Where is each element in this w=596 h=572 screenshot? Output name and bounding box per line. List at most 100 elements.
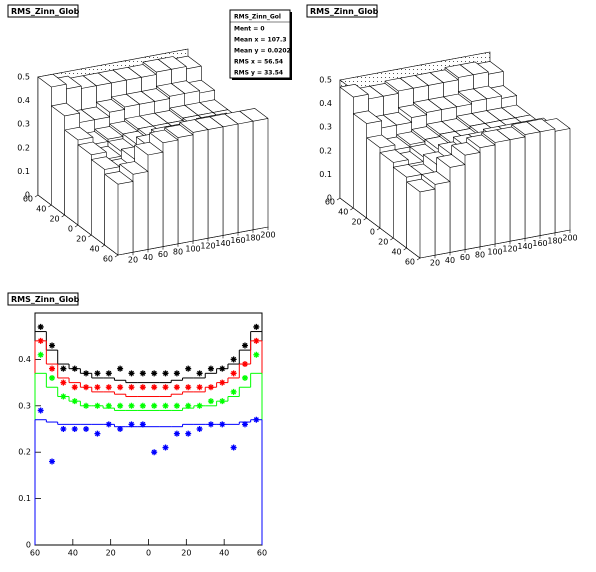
star-marker xyxy=(253,337,260,344)
star-marker xyxy=(253,351,260,358)
y-tick xyxy=(88,234,92,238)
star-marker xyxy=(207,421,214,428)
star-marker xyxy=(105,402,112,409)
x-tick-label: 180 xyxy=(245,233,260,242)
z-tick-label: 0.4 xyxy=(319,99,332,108)
z-tick-label: 0.3 xyxy=(319,123,332,132)
z-tick-label: 0.4 xyxy=(17,96,30,105)
x-tick-label: 40 xyxy=(143,253,153,262)
z-tick-label: 0.5 xyxy=(319,76,332,85)
y-tick xyxy=(350,207,354,211)
star-marker xyxy=(37,337,44,344)
y-tick-label: 60 xyxy=(325,198,335,207)
y-tick-label: 0 xyxy=(68,225,73,234)
star-marker xyxy=(83,370,90,377)
star-marker xyxy=(139,402,146,409)
star-marker xyxy=(94,430,101,437)
y-tick xyxy=(390,237,394,241)
y-tick xyxy=(376,227,381,231)
stats-entry: Mean x = 107.3 xyxy=(234,37,287,44)
x-tick-label: 20 xyxy=(181,549,191,558)
z-tick-label: 0.2 xyxy=(319,146,332,155)
y-tick-label: 0 xyxy=(370,228,375,237)
star-marker xyxy=(105,384,112,391)
x-tick-label: 40 xyxy=(445,256,455,265)
y-tick xyxy=(34,194,39,198)
title-box xyxy=(7,4,79,18)
y-tick-label: 0.3 xyxy=(18,401,31,410)
x-tick-label: 140 xyxy=(215,239,230,248)
star-marker xyxy=(230,356,237,363)
stats-entry: Ment = 0 xyxy=(234,26,265,33)
star-marker xyxy=(49,365,56,372)
y-tick-label: 20 xyxy=(351,218,361,227)
star-marker xyxy=(162,402,169,409)
star-marker xyxy=(37,351,44,358)
x-tick-label: 80 xyxy=(475,250,485,259)
star-marker xyxy=(105,421,112,428)
x-tick-label: 120 xyxy=(200,242,215,251)
z-tick-label: 0.1 xyxy=(319,170,332,179)
x-tick-label: 80 xyxy=(173,247,183,256)
x-tick-label: 20 xyxy=(430,259,440,268)
x-tick-label: 180 xyxy=(547,236,562,245)
star-marker xyxy=(94,370,101,377)
y-tick xyxy=(61,214,65,218)
y-tick-label: 40 xyxy=(89,245,99,254)
star-marker xyxy=(230,388,237,395)
star-marker xyxy=(151,384,158,391)
star-marker xyxy=(185,384,192,391)
star-marker xyxy=(196,402,203,409)
star-marker xyxy=(94,402,101,409)
star-marker xyxy=(185,430,192,437)
star-marker xyxy=(241,361,248,368)
z-tick-label: 0.1 xyxy=(17,167,30,176)
y-tick-label: 20 xyxy=(378,238,388,247)
x-tick-label: 140 xyxy=(517,242,532,251)
star-marker xyxy=(128,421,135,428)
star-marker xyxy=(37,323,44,330)
y-tick xyxy=(403,247,407,251)
stats-entry: RMS x = 56.54 xyxy=(234,59,283,66)
star-marker xyxy=(49,458,56,465)
star-marker xyxy=(185,402,192,409)
y-tick-label: 60 xyxy=(23,195,33,204)
star-marker xyxy=(173,384,180,391)
star-marker xyxy=(219,398,226,405)
stats-title: RMS_Zinn_Gol xyxy=(234,14,281,21)
star-marker xyxy=(162,444,169,451)
y-tick xyxy=(48,204,52,208)
star-marker xyxy=(162,384,169,391)
star-marker xyxy=(241,421,248,428)
z-tick-label: 0 xyxy=(327,194,332,203)
star-marker xyxy=(37,407,44,414)
lego-bar xyxy=(104,171,134,256)
x-tick-label: 160 xyxy=(532,239,547,248)
star-marker xyxy=(117,402,124,409)
star-marker xyxy=(128,402,135,409)
star-marker xyxy=(173,370,180,377)
star-marker xyxy=(162,370,169,377)
x-tick-label: 160 xyxy=(230,236,245,245)
star-marker xyxy=(117,426,124,432)
z-tick-label: 0.5 xyxy=(17,73,30,82)
star-marker xyxy=(117,365,124,372)
y-tick-label: 0.4 xyxy=(18,355,31,364)
star-marker xyxy=(60,365,67,372)
title-box xyxy=(306,4,378,18)
stats-entry: RMS y = 33.54 xyxy=(234,70,283,77)
y-tick xyxy=(363,217,367,221)
stats-entry: Mean y = 0.0202 xyxy=(234,48,291,55)
star-marker xyxy=(151,449,158,456)
chart-title: RMS_Zinn_Glob xyxy=(11,7,80,16)
z-tick-label: 0.2 xyxy=(17,143,30,152)
star-marker xyxy=(71,426,78,432)
x-tick-label: 20 xyxy=(128,256,138,265)
y-tick-label: 20 xyxy=(76,235,86,244)
star-marker xyxy=(219,379,226,386)
y-tick xyxy=(416,257,421,261)
star-marker xyxy=(128,384,135,391)
star-marker xyxy=(60,393,67,400)
star-marker xyxy=(230,370,237,377)
y-tick xyxy=(336,197,341,201)
